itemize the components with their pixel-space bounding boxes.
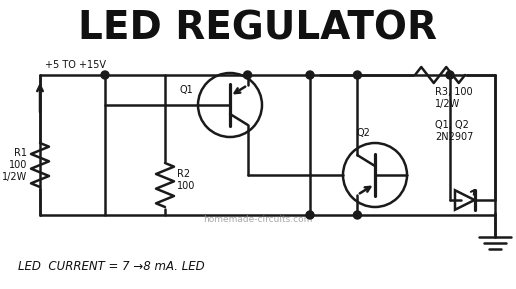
Text: Q1, Q2
2N2907: Q1, Q2 2N2907	[435, 120, 473, 142]
Circle shape	[353, 211, 361, 219]
Circle shape	[446, 71, 454, 79]
Text: R3, 100
1/2W: R3, 100 1/2W	[435, 87, 473, 110]
Text: LED REGULATOR: LED REGULATOR	[78, 10, 438, 48]
Circle shape	[306, 211, 314, 219]
Circle shape	[306, 71, 314, 79]
Circle shape	[244, 71, 252, 79]
Circle shape	[101, 71, 109, 79]
Text: R2
100: R2 100	[177, 169, 196, 191]
Text: homemade-circuits.com: homemade-circuits.com	[203, 216, 313, 225]
Text: Q1: Q1	[179, 85, 193, 95]
Circle shape	[353, 71, 361, 79]
Text: +5 TO +15V: +5 TO +15V	[45, 60, 106, 70]
Text: Q2: Q2	[356, 128, 370, 138]
Text: LED  CURRENT = 7 →8 mA. LED: LED CURRENT = 7 →8 mA. LED	[18, 260, 205, 273]
Text: R1
100
1/2W: R1 100 1/2W	[2, 148, 27, 182]
